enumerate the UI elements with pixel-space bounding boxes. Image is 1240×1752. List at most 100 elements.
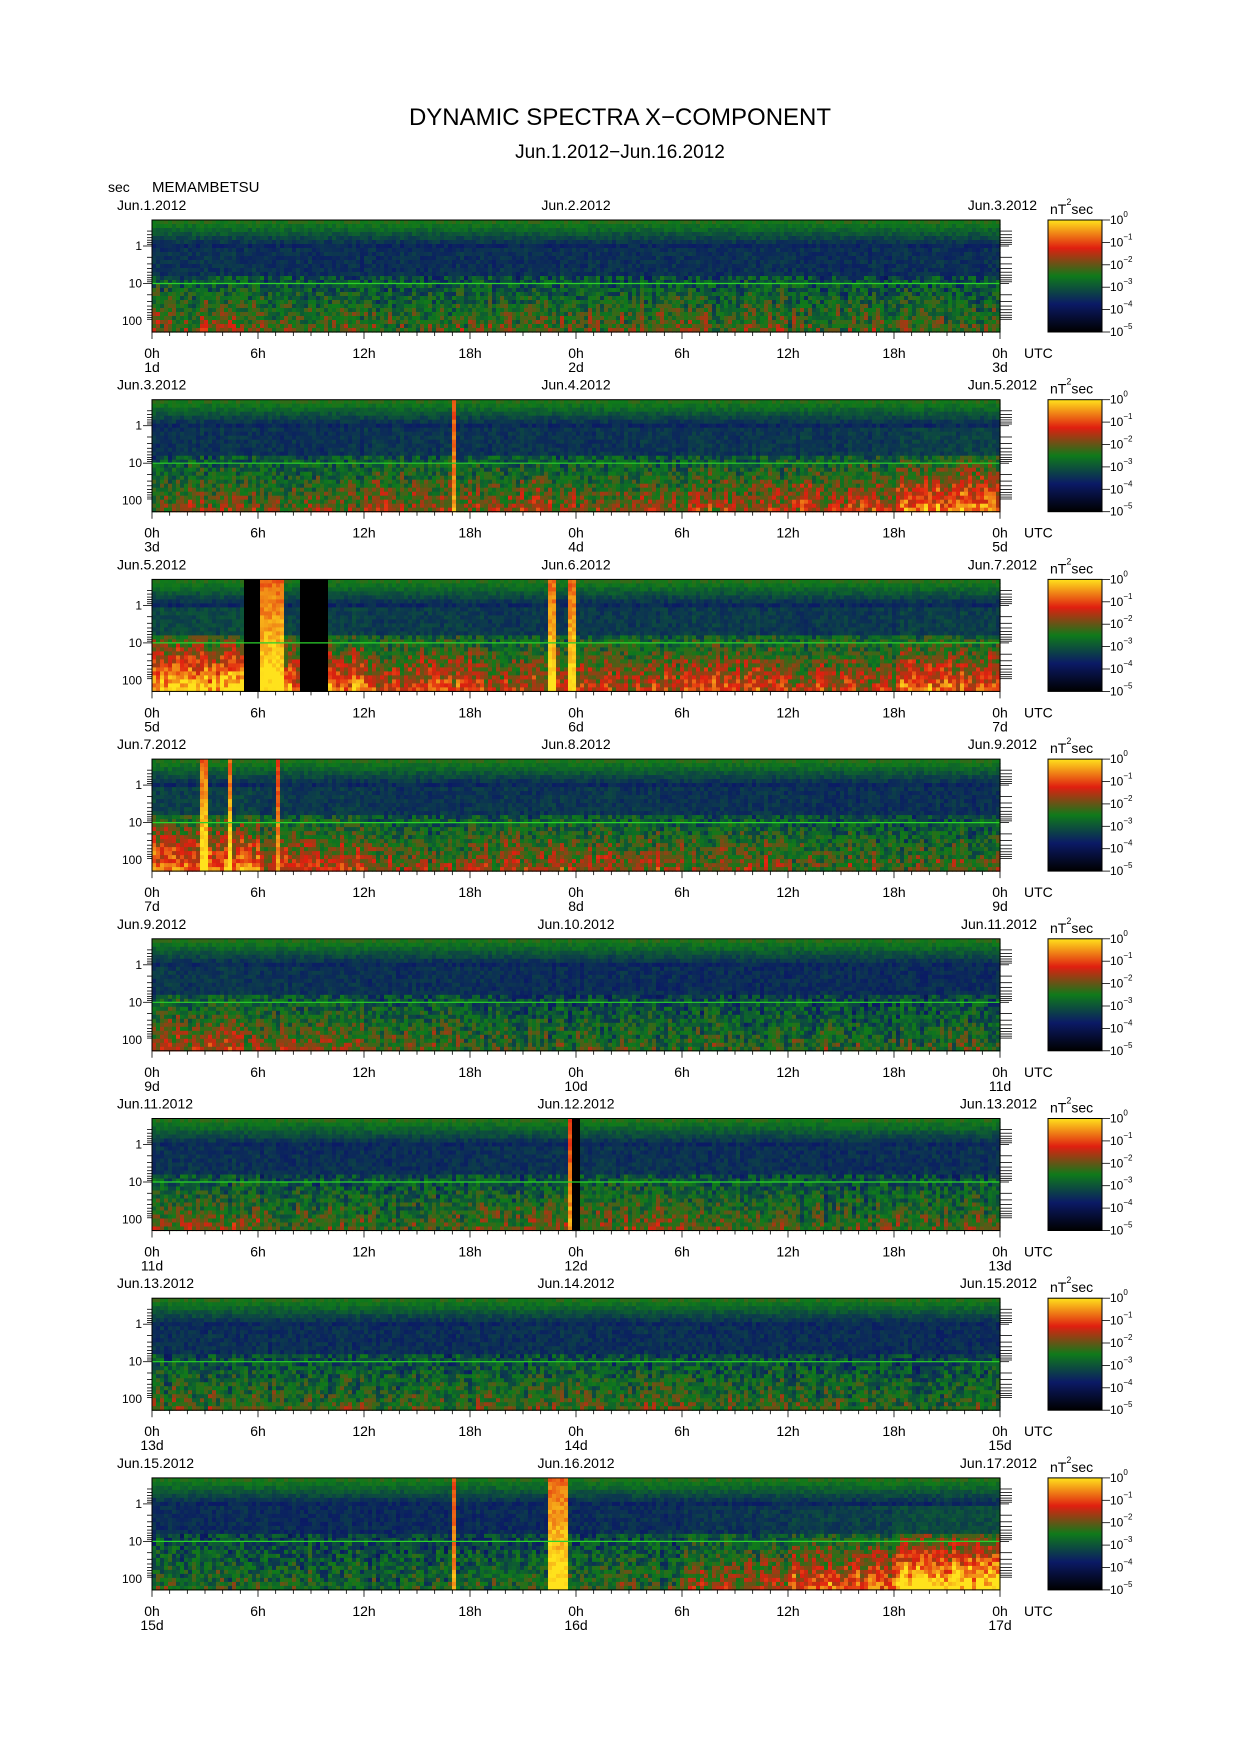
colorbar-tick-label: 10−5 bbox=[1110, 1221, 1133, 1238]
colorbar-tick-label: 10−4 bbox=[1110, 300, 1133, 317]
spectrogram-image bbox=[152, 579, 1001, 692]
x-tick-label: 18h bbox=[882, 345, 905, 361]
x-tick-label: 12h bbox=[352, 345, 375, 361]
colorbar-tick-label: 10−1 bbox=[1110, 951, 1133, 968]
colorbar-tick-label: 10−3 bbox=[1110, 277, 1133, 294]
x-tick-label: 6h bbox=[674, 704, 690, 720]
utc-label: UTC bbox=[1024, 1064, 1053, 1080]
colorbar-tick-label: 10−4 bbox=[1110, 839, 1133, 856]
colorbar-tick-label: 10−3 bbox=[1110, 996, 1133, 1013]
spectrogram-image bbox=[152, 400, 1001, 513]
colorbar-tick-label: 10−2 bbox=[1110, 614, 1133, 631]
y-tick-label: 1 bbox=[135, 1138, 142, 1152]
panel-date-middle: Jun.6.2012 bbox=[541, 556, 610, 572]
colorbar-tick-label: 10−1 bbox=[1110, 232, 1133, 249]
colorbar-tick-label: 10−2 bbox=[1110, 1513, 1133, 1530]
colorbar-tick-label: 100 bbox=[1110, 929, 1128, 946]
panel-date-left: Jun.11.2012 bbox=[117, 1096, 193, 1112]
x-tick-label: 6h bbox=[250, 884, 266, 900]
x-tick-label: 18h bbox=[882, 1244, 905, 1260]
spectrogram-image bbox=[152, 1298, 1001, 1411]
day-label-left: 3d bbox=[144, 539, 160, 555]
colorbar-tick-label: 10−2 bbox=[1110, 255, 1133, 272]
x-tick-label: 12h bbox=[352, 1423, 375, 1439]
colorbar-tick-label: 10−1 bbox=[1110, 412, 1133, 429]
colorbar-tick-label: 10−5 bbox=[1110, 861, 1133, 878]
colorbar-tick-label: 10−2 bbox=[1110, 1153, 1133, 1170]
panel-date-left: Jun.7.2012 bbox=[117, 736, 186, 752]
colorbar-unit: nT2sec bbox=[1050, 1096, 1093, 1116]
x-tick-label: 6h bbox=[250, 1064, 266, 1080]
y-tick-label: 1 bbox=[135, 1497, 142, 1511]
x-tick-label: 18h bbox=[458, 525, 481, 541]
day-label-middle: 6d bbox=[568, 718, 584, 734]
spectrogram-panel: Jun.15.2012 Jun.16.2012 Jun.17.20121101000… bbox=[117, 1455, 1133, 1633]
day-label-left: 7d bbox=[144, 898, 160, 914]
x-tick-label: 18h bbox=[882, 1423, 905, 1439]
x-tick-label: 6h bbox=[674, 525, 690, 541]
y-tick-label: 10 bbox=[129, 1534, 143, 1548]
y-tick-label: 1 bbox=[135, 419, 142, 433]
day-label-middle: 16d bbox=[564, 1617, 587, 1633]
x-tick-label: 18h bbox=[458, 704, 481, 720]
day-label-right: 17d bbox=[988, 1617, 1011, 1633]
x-tick-label: 18h bbox=[882, 1603, 905, 1619]
day-label-left: 1d bbox=[144, 359, 160, 375]
x-tick-label: 6h bbox=[674, 345, 690, 361]
colorbar-tick-label: 10−1 bbox=[1110, 592, 1133, 609]
colorbar-tick-label: 10−5 bbox=[1110, 1580, 1133, 1597]
panel-date-left: Jun.9.2012 bbox=[117, 916, 186, 932]
colorbar-unit: nT2sec bbox=[1050, 916, 1093, 936]
x-tick-label: 18h bbox=[882, 525, 905, 541]
utc-label: UTC bbox=[1024, 884, 1053, 900]
y-tick-label: 100 bbox=[122, 1033, 142, 1047]
y-tick-label: 1 bbox=[135, 778, 142, 792]
colorbar-tick-label: 100 bbox=[1110, 1288, 1128, 1305]
y-tick-label: 1 bbox=[135, 1317, 142, 1331]
colorbar-tick-label: 10−2 bbox=[1110, 1333, 1133, 1350]
colorbar-tick-label: 10−4 bbox=[1110, 1198, 1133, 1215]
colorbar-tick-label: 10−3 bbox=[1110, 637, 1133, 654]
day-label-left: 5d bbox=[144, 718, 160, 734]
day-label-right: 7d bbox=[992, 718, 1008, 734]
y-tick-label: 100 bbox=[122, 673, 142, 687]
x-tick-label: 12h bbox=[776, 1423, 799, 1439]
day-label-left: 9d bbox=[144, 1078, 160, 1094]
y-tick-label: 100 bbox=[122, 1392, 142, 1406]
x-tick-label: 18h bbox=[882, 1064, 905, 1080]
colorbar-tick-label: 100 bbox=[1110, 1109, 1128, 1126]
spectrogram-image bbox=[152, 1119, 1001, 1232]
panel-date-middle: Jun.14.2012 bbox=[537, 1275, 614, 1291]
x-tick-label: 12h bbox=[776, 884, 799, 900]
y-tick-label: 10 bbox=[129, 636, 143, 650]
colorbar-unit: nT2sec bbox=[1050, 736, 1093, 756]
y-tick-label: 1 bbox=[135, 598, 142, 612]
panel-date-right: Jun.9.2012 bbox=[968, 736, 1037, 752]
day-label-left: 11d bbox=[141, 1258, 163, 1274]
y-tick-label: 10 bbox=[129, 995, 143, 1009]
colorbar-tick-label: 10−4 bbox=[1110, 1558, 1133, 1575]
colorbar: nT2sec 100 10−1 10−2 10−3 10−4 10−5 bbox=[1048, 1096, 1133, 1238]
utc-label: UTC bbox=[1024, 1603, 1053, 1619]
x-tick-label: 18h bbox=[458, 345, 481, 361]
colorbar-tick-label: 100 bbox=[1110, 390, 1128, 407]
colorbar-tick-label: 10−1 bbox=[1110, 1131, 1133, 1148]
colorbar-tick-label: 10−4 bbox=[1110, 1018, 1133, 1035]
x-tick-label: 12h bbox=[776, 704, 799, 720]
x-tick-label: 6h bbox=[250, 345, 266, 361]
panel-date-middle: Jun.16.2012 bbox=[537, 1455, 614, 1471]
panel-date-right: Jun.13.2012 bbox=[960, 1096, 1037, 1112]
day-label-right: 13d bbox=[988, 1258, 1011, 1274]
colorbar-tick-label: 10−2 bbox=[1110, 435, 1133, 452]
x-tick-label: 12h bbox=[352, 1244, 375, 1260]
panel-date-left: Jun.15.2012 bbox=[117, 1455, 194, 1471]
day-label-right: 3d bbox=[992, 359, 1008, 375]
x-tick-label: 18h bbox=[458, 1244, 481, 1260]
colorbar-tick-label: 10−3 bbox=[1110, 1176, 1133, 1193]
